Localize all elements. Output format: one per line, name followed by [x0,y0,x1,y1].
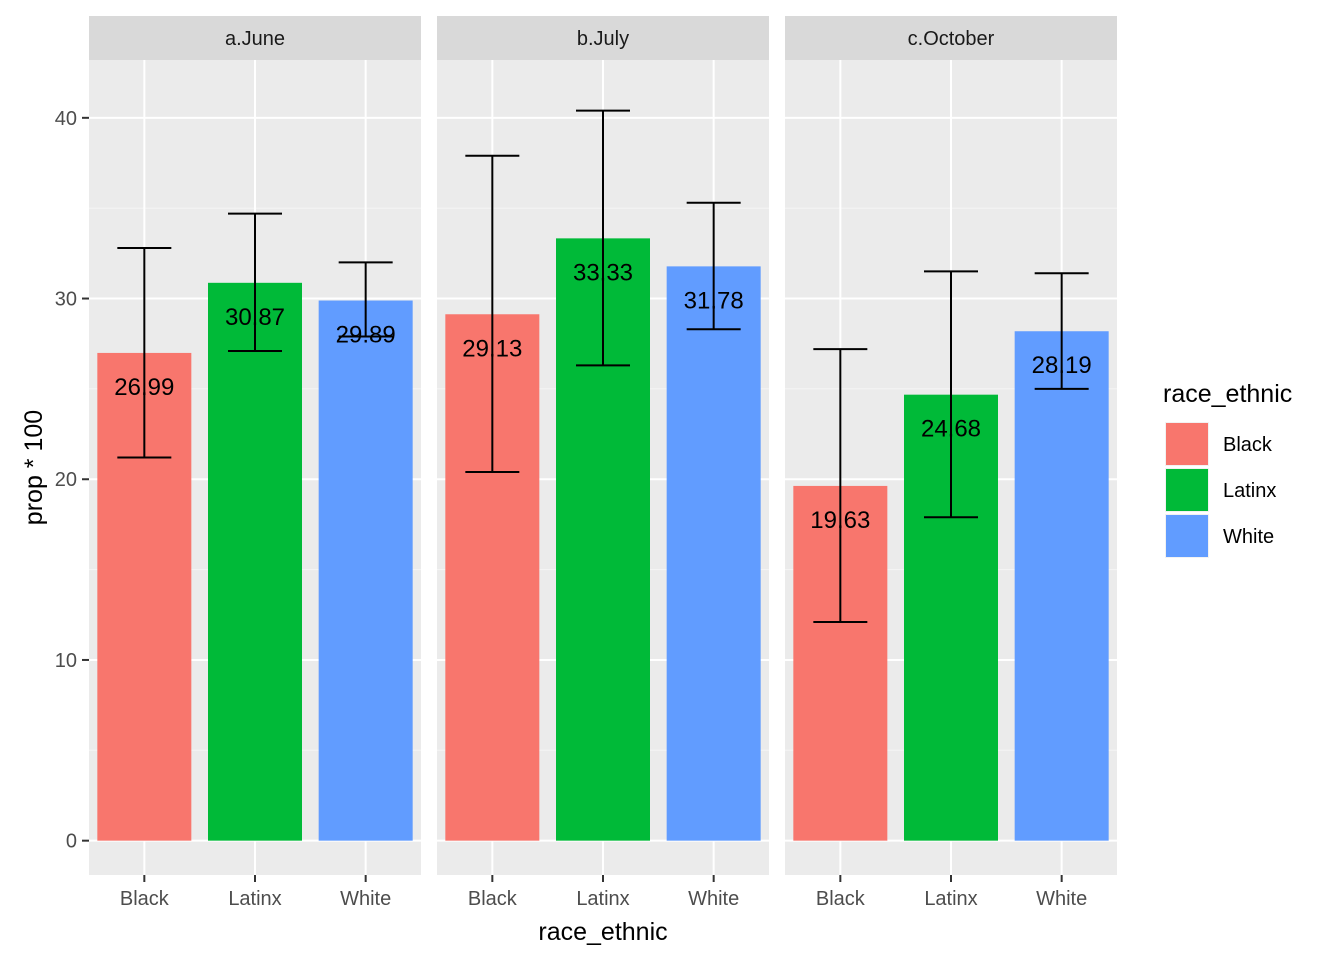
legend-title: race_ethnic [1163,380,1292,408]
legend-label-black: Black [1223,434,1273,456]
facet-strip-2 [437,16,769,60]
legend-key-black [1166,423,1208,465]
x-tick-label: White [1036,888,1087,910]
y-tick-label: 40 [55,108,77,130]
x-tick-label: Black [120,888,170,910]
x-axis-title: race_ethnic [538,918,667,946]
y-tick-label: 20 [55,469,77,491]
legend-label-latinx: Latinx [1223,480,1276,502]
y-tick-label: 30 [55,289,77,311]
x-tick-label: Latinx [924,888,977,910]
bar-white-3 [1014,331,1109,841]
x-tick-label: Black [816,888,866,910]
x-tick-label: Latinx [576,888,629,910]
facet-strip-1 [89,16,421,60]
bar-latinx-1 [208,282,302,841]
legend-key-latinx [1166,469,1208,511]
bar-white-2 [666,266,761,841]
facet-title-3: c.October [908,28,995,50]
x-tick-label: Latinx [228,888,281,910]
legend-label-white: White [1223,526,1274,548]
x-tick-label: White [688,888,739,910]
y-tick-label: 0 [66,831,77,853]
legend-key-white [1166,515,1208,557]
x-tick-label: Black [468,888,518,910]
facet-strip-3 [785,16,1117,60]
y-axis-title: prop * 100 [20,410,48,525]
x-tick-label: White [340,888,391,910]
y-tick-label: 10 [55,650,77,672]
bar-white-1 [318,300,413,841]
facet-title-1: a.June [225,28,285,50]
facet-title-2: b.July [577,28,629,50]
